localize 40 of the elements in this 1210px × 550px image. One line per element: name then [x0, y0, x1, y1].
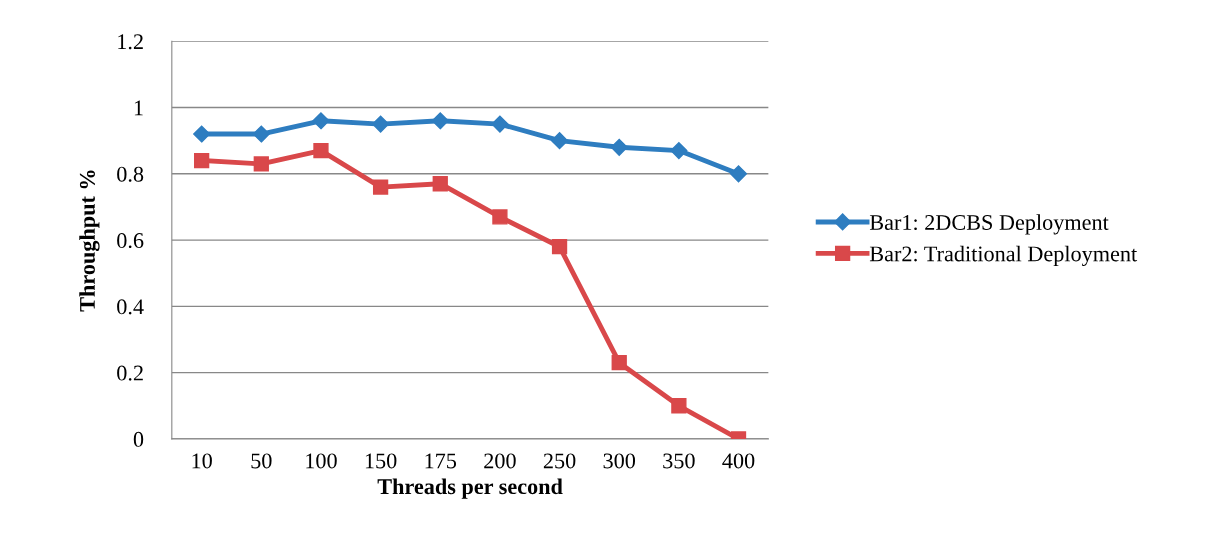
- point: [551, 132, 569, 150]
- legend-label: Bar2: Traditional Deployment: [869, 245, 1138, 266]
- x-tick-label: 200: [484, 453, 516, 469]
- x-tick-label: 250: [543, 453, 576, 469]
- point: [194, 152, 210, 169]
- x-tick-label: 350: [663, 453, 695, 469]
- point: [372, 179, 389, 195]
- legend-label: Bar1: 2DCBS Deployment: [869, 214, 1109, 235]
- x-tick-label: 400: [722, 453, 755, 469]
- point: [252, 125, 270, 143]
- point: [432, 176, 448, 192]
- point: [610, 138, 628, 156]
- point: [312, 112, 330, 130]
- point: [611, 355, 627, 371]
- point: [671, 398, 687, 414]
- point: [492, 209, 508, 225]
- y-tick-label: 0.6: [117, 233, 144, 249]
- point: [431, 112, 449, 130]
- point: [729, 165, 748, 183]
- x-tick-label: 50: [251, 453, 272, 469]
- point: [670, 142, 688, 160]
- point: [372, 115, 390, 133]
- x-tick-label: 300: [603, 453, 636, 469]
- x-axis-title: Threads per second: [377, 478, 563, 499]
- y-tick-label: 1: [134, 100, 143, 116]
- y-tick-label: 1.2: [118, 34, 143, 50]
- point: [491, 115, 509, 133]
- y-tick-label: 0.2: [117, 365, 143, 381]
- point: [551, 239, 568, 255]
- y-axis-title: Throughput %: [79, 170, 100, 312]
- point: [253, 156, 269, 172]
- x-tick-label: 175: [425, 453, 457, 469]
- point: [193, 125, 211, 143]
- y-tick-label: 0.8: [117, 166, 144, 182]
- point: [313, 142, 329, 159]
- x-tick-label: 100: [306, 453, 337, 469]
- x-tick-label: 150: [365, 453, 397, 469]
- y-tick-label: 0: [133, 431, 144, 447]
- x-tick-label: 10: [192, 453, 212, 469]
- y-tick-label: 0.4: [117, 299, 144, 315]
